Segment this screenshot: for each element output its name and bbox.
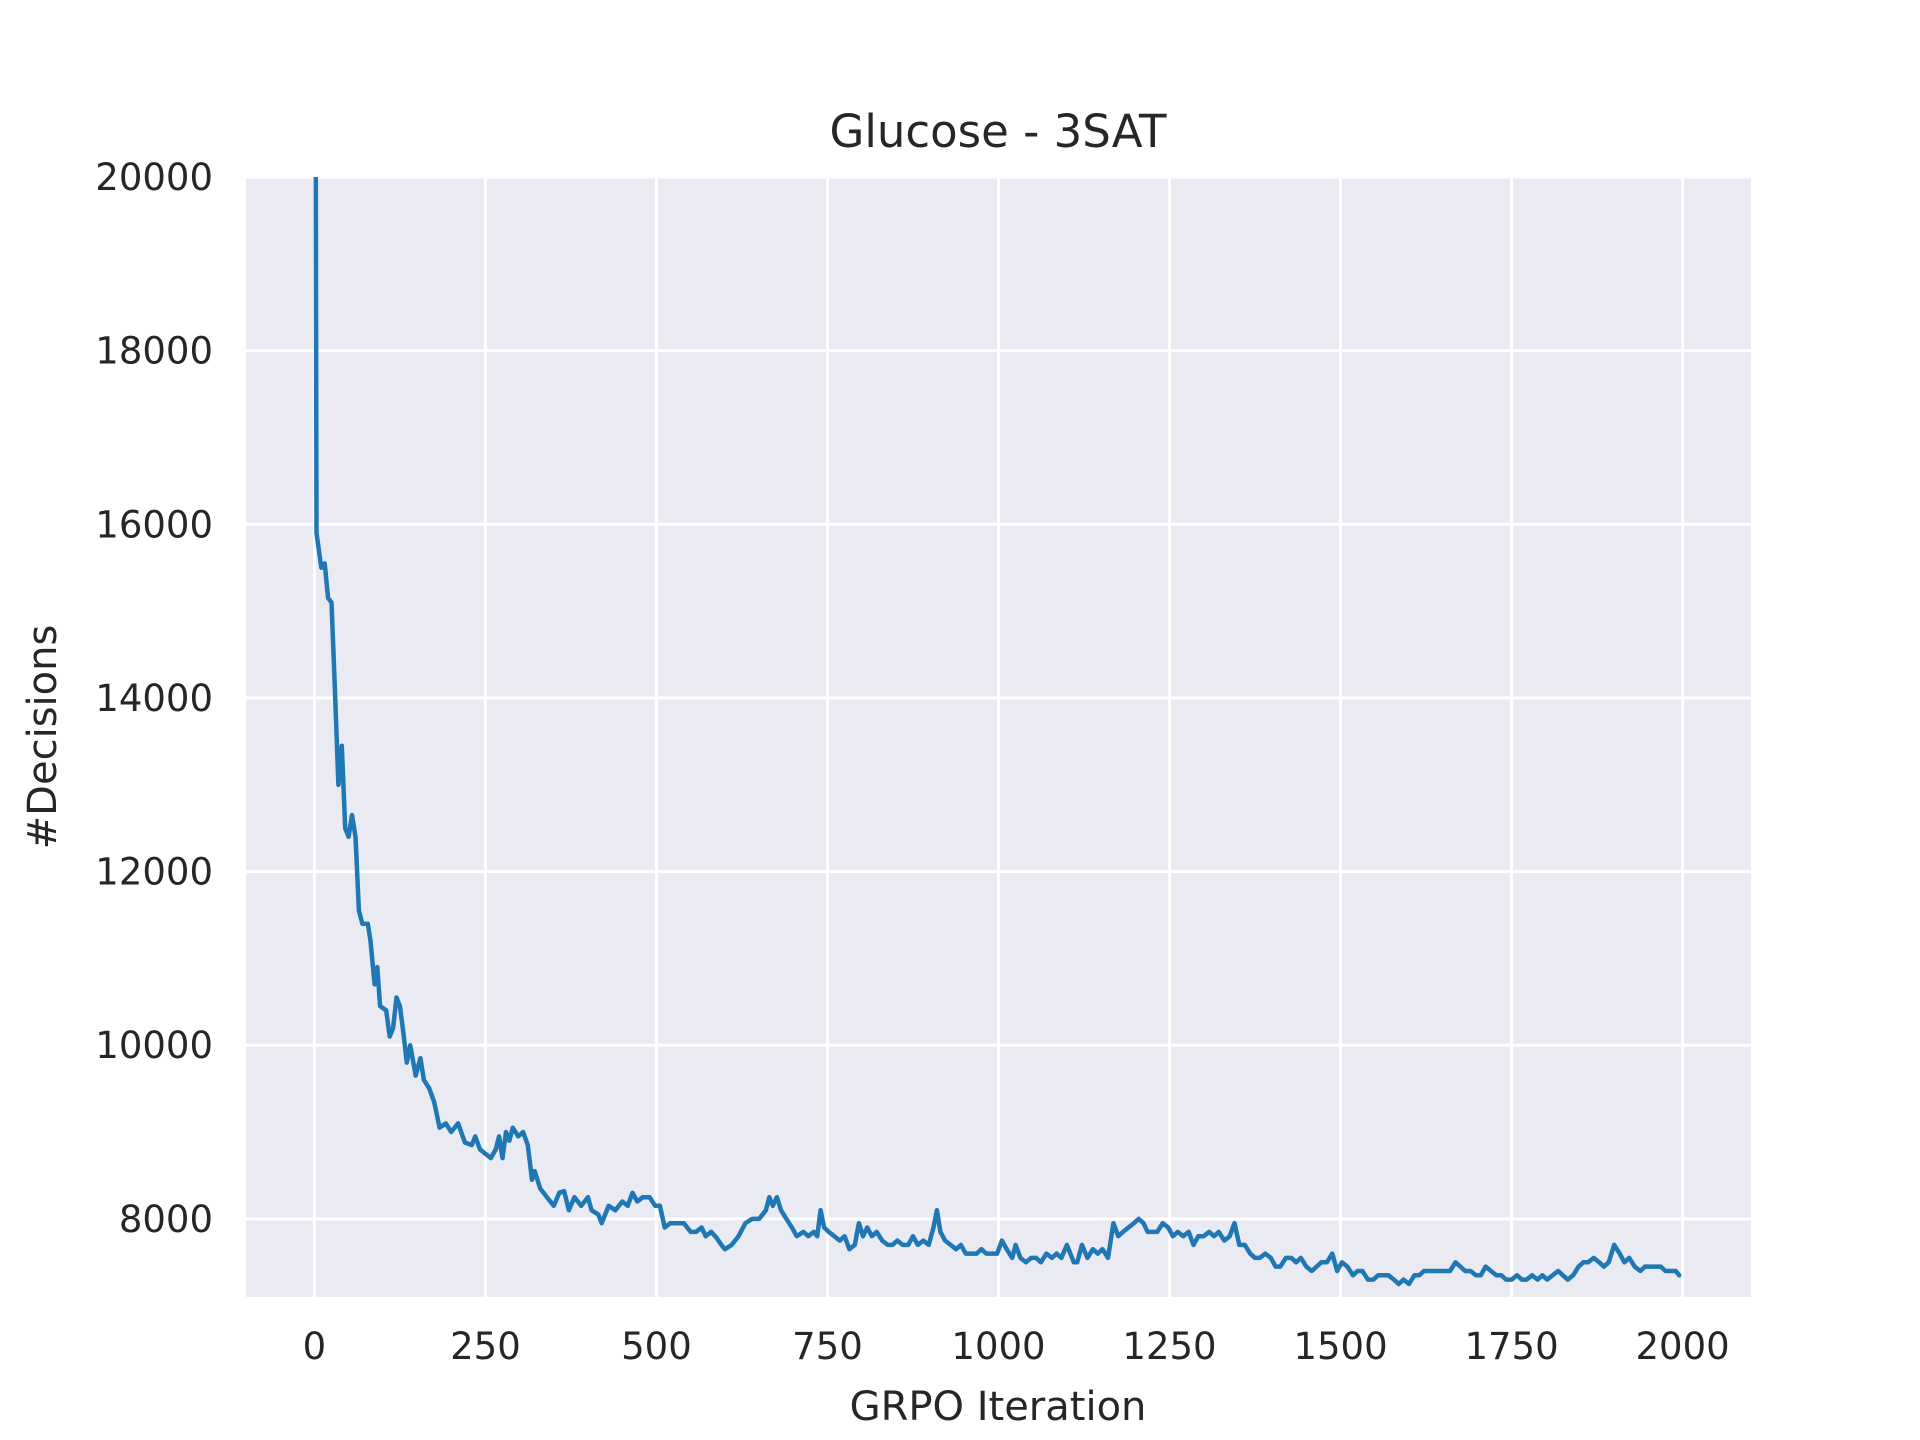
x-tick-label: 1500 [1293,1325,1387,1368]
x-axis-title: GRPO Iteration [850,1384,1147,1430]
grid [246,175,1751,1297]
x-tick-label: 1250 [1122,1325,1216,1368]
y-tick-label: 10000 [95,1024,213,1067]
x-tick-label: 2000 [1636,1325,1730,1368]
y-tick-label: 12000 [95,851,213,894]
y-tick-labels: 8000 10000 12000 14000 16000 18000 20000 [95,156,213,1241]
x-tick-label: 500 [621,1325,692,1368]
x-tick-label: 1000 [951,1325,1045,1368]
y-tick-label: 18000 [95,330,213,373]
x-tick-label: 250 [450,1325,521,1368]
x-tick-label: 0 [303,1325,327,1368]
x-tick-label: 1750 [1464,1325,1558,1368]
y-axis-title: #Decisions [20,625,66,850]
y-tick-label: 20000 [95,156,213,199]
x-tick-label: 750 [792,1325,863,1368]
y-tick-label: 16000 [95,503,213,546]
y-tick-label: 14000 [95,677,213,720]
y-tick-label: 8000 [119,1198,213,1241]
series-layer [313,177,1682,1287]
series-line-0 [313,177,1682,1287]
x-tick-labels: 0 250 500 750 1000 1250 1500 1750 2000 [303,1325,1730,1368]
chart-title: Glucose - 3SAT [830,105,1167,158]
